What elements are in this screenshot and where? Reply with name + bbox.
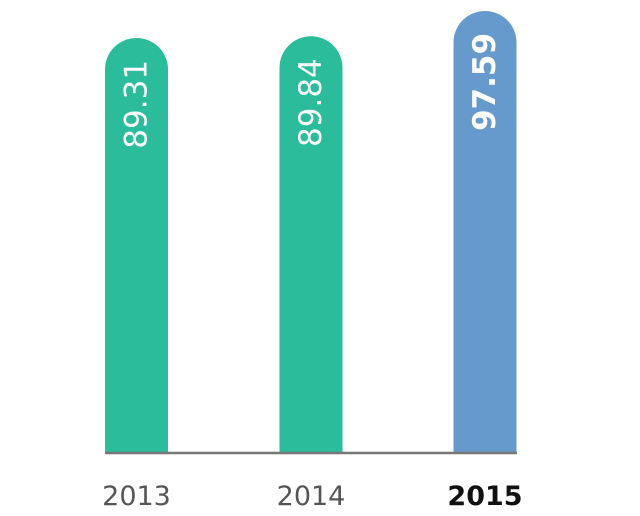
data-label-2014: 89.84	[293, 58, 329, 147]
data-label-2015: 97.59	[467, 33, 503, 131]
x-tick-label-2014: 2014	[277, 481, 346, 512]
x-tick-label-2015: 2015	[447, 481, 522, 512]
bar-2015	[453, 10, 517, 453]
bar-2014	[279, 36, 343, 452]
data-label-2013: 89.31	[119, 60, 155, 149]
bar-2013	[105, 37, 168, 453]
x-tick-label-2013: 2013	[102, 481, 171, 512]
